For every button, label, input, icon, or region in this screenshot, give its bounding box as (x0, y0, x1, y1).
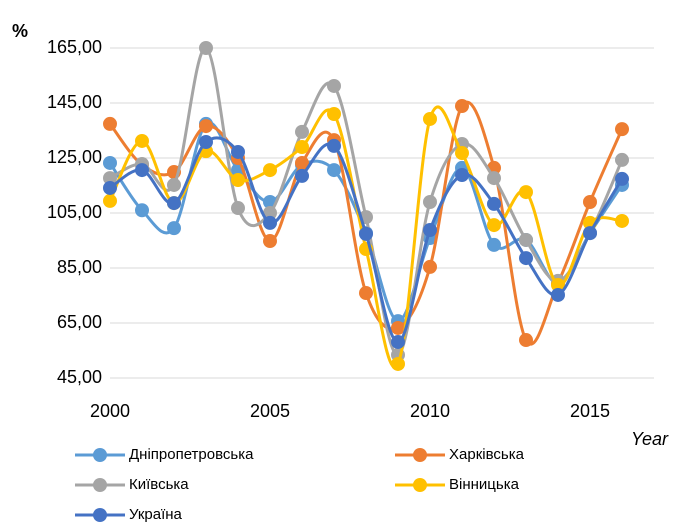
legend-label: Харківська (449, 446, 525, 463)
legend-label: Київська (129, 476, 189, 493)
data-point (551, 278, 565, 293)
legend-label: Вінницька (449, 476, 520, 493)
data-point (583, 226, 597, 241)
data-point (263, 163, 277, 178)
data-point (583, 195, 597, 209)
data-point (295, 140, 309, 154)
x-tick-label: 2000 (90, 401, 130, 421)
data-point (231, 144, 245, 159)
data-point (487, 196, 501, 211)
data-point (519, 251, 533, 266)
data-point (423, 111, 437, 126)
data-point (359, 226, 373, 241)
data-point (199, 119, 213, 134)
data-point (135, 163, 149, 178)
y-tick-label: 125,00 (47, 147, 102, 167)
y-tick-label: 65,00 (57, 312, 102, 332)
x-axis-label: Year (631, 429, 669, 449)
data-point (615, 213, 629, 228)
data-point (295, 124, 309, 139)
data-point (231, 201, 245, 216)
data-point (231, 173, 245, 187)
data-point (263, 206, 277, 220)
y-tick-label: 85,00 (57, 257, 102, 277)
data-point (135, 203, 149, 218)
data-point (295, 168, 309, 183)
data-point (167, 177, 181, 192)
data-point (519, 232, 533, 247)
y-tick-label: 165,00 (47, 37, 102, 57)
data-point (327, 107, 341, 121)
data-point (359, 286, 373, 301)
data-point (423, 259, 437, 274)
x-tick-label: 2015 (570, 401, 610, 421)
data-point (327, 78, 341, 93)
data-point (103, 180, 117, 195)
legend-marker (93, 478, 107, 492)
data-point (519, 333, 533, 348)
y-tick-label: 105,00 (47, 202, 102, 222)
data-point (487, 171, 501, 186)
data-point (391, 334, 405, 349)
data-point (423, 195, 437, 209)
data-point (455, 146, 469, 161)
y-tick-label: 45,00 (57, 367, 102, 387)
data-point (615, 171, 629, 186)
data-point (327, 163, 341, 178)
data-point (615, 152, 629, 167)
data-point (199, 41, 213, 55)
legend-marker (413, 478, 427, 492)
data-point (263, 234, 277, 249)
data-point (455, 99, 469, 114)
legend-marker (93, 448, 107, 462)
data-point (103, 155, 117, 170)
y-tick-label: 145,00 (47, 92, 102, 112)
data-point (135, 133, 149, 148)
x-tick-label: 2010 (410, 401, 450, 421)
legend-label: Дніпропетровська (129, 446, 254, 463)
data-point (615, 122, 629, 137)
data-point (103, 116, 117, 131)
data-point (199, 135, 213, 150)
data-point (167, 221, 181, 236)
legend-marker (93, 508, 107, 522)
data-point (103, 171, 117, 186)
data-point (487, 218, 501, 233)
data-point (423, 223, 437, 238)
y-axis-label: % (12, 21, 28, 41)
data-point (551, 287, 565, 302)
data-point (455, 168, 469, 183)
legend-label: Україна (129, 506, 183, 523)
data-point (167, 196, 181, 211)
legend-marker (413, 448, 427, 462)
data-point (391, 356, 405, 371)
data-point (103, 193, 117, 208)
data-point (327, 138, 341, 153)
data-point (263, 215, 277, 230)
data-point (519, 185, 533, 200)
series-line (109, 46, 624, 357)
x-tick-label: 2005 (250, 401, 290, 421)
data-point (295, 155, 309, 170)
data-point (391, 320, 405, 335)
data-point (487, 237, 501, 252)
